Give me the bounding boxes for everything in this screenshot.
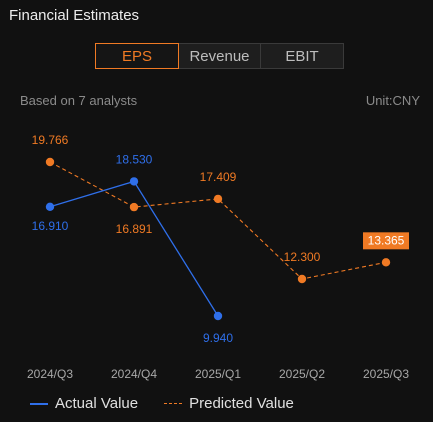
predicted-point — [45, 157, 55, 167]
legend-swatch-actual — [30, 402, 48, 405]
actual-data-label: 18.530 — [116, 152, 153, 166]
legend-swatch-predicted — [164, 403, 183, 404]
predicted-data-label: 19.766 — [32, 133, 69, 147]
x-tick-label: 2024/Q4 — [111, 367, 157, 381]
predicted-point — [297, 274, 307, 284]
x-tick-label: 2025/Q3 — [363, 367, 409, 381]
actual-point — [213, 311, 223, 321]
predicted-point — [129, 202, 139, 212]
analyst-count: Based on 7 analysts — [20, 93, 138, 108]
actual-point — [129, 177, 139, 186]
tab-eps[interactable]: EPS — [95, 43, 179, 69]
chart-legend: Actual Value Predicted Value — [30, 395, 320, 412]
page-title: Financial Estimates — [9, 7, 140, 24]
predicted-series-line — [49, 161, 387, 280]
metric-tabs: EPS Revenue EBIT — [95, 43, 344, 69]
tab-ebit[interactable]: EBIT — [260, 43, 344, 69]
predicted-data-label: 17.409 — [200, 170, 237, 184]
legend-item-predicted[interactable]: Predicted Value — [164, 395, 294, 412]
highlight-label-box — [363, 232, 409, 250]
actual-data-label: 16.910 — [32, 219, 69, 233]
x-tick-label: 2025/Q1 — [195, 367, 241, 381]
x-tick-label: 2025/Q2 — [279, 367, 325, 381]
predicted-data-label: 13.365 — [368, 233, 405, 247]
predicted-point — [213, 194, 223, 204]
legend-item-actual[interactable]: Actual Value — [30, 395, 138, 412]
actual-point — [45, 202, 55, 211]
actual-data-label: 9.940 — [203, 331, 233, 345]
predicted-point — [381, 258, 391, 267]
predicted-data-label: 12.300 — [284, 250, 321, 264]
x-tick-label: 2024/Q3 — [27, 367, 73, 381]
unit-label: Unit:CNY — [365, 93, 420, 108]
legend-label-actual: Actual Value — [55, 395, 139, 412]
predicted-data-label: 16.891 — [116, 222, 153, 236]
legend-label-predicted: Predicted Value — [189, 395, 294, 412]
